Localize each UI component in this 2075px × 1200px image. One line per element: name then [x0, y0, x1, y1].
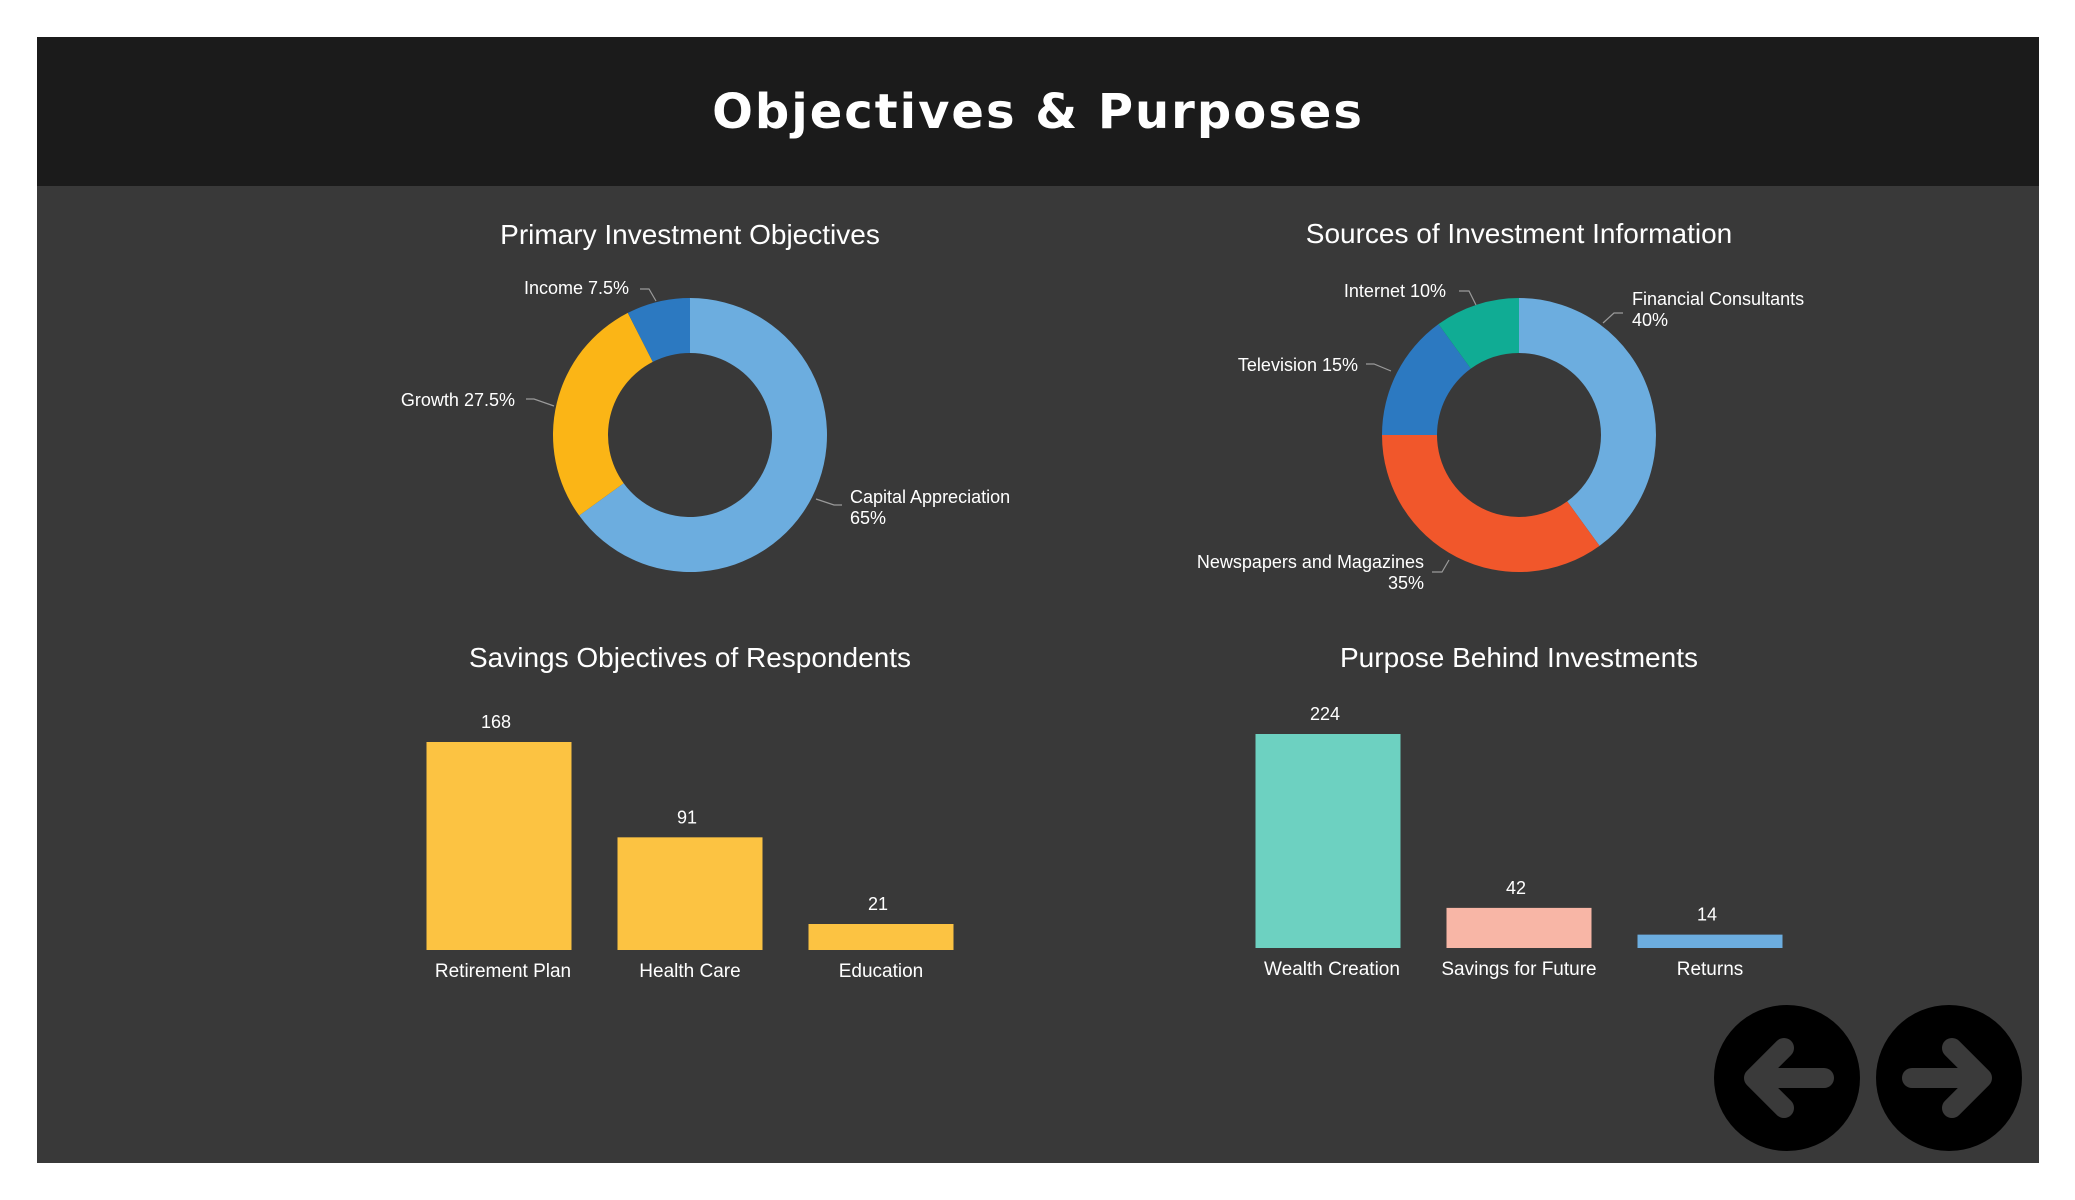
bar-value-label: 21	[868, 894, 888, 914]
slice-growth	[553, 312, 653, 516]
previous-button[interactable]	[1714, 1005, 1860, 1151]
charts-canvas: Primary Investment Objectives Capital App…	[401, 218, 1804, 982]
chart-title: Primary Investment Objectives	[500, 219, 880, 250]
slice-percent: 27.5%	[459, 390, 515, 410]
sources-of-investment-information-chart: Sources of Investment Information Financi…	[1197, 218, 1804, 593]
bar-wealth-creation	[1255, 734, 1401, 948]
slice-label: Financial Consultants	[1632, 289, 1804, 309]
slice-label: Television	[1238, 355, 1317, 375]
primary-investment-objectives-chart: Primary Investment Objectives Capital App…	[401, 219, 1010, 572]
bar-savings-for-future	[1446, 907, 1592, 948]
leader-line	[1366, 363, 1392, 372]
slice-television	[1382, 324, 1471, 435]
category-label: Education	[839, 961, 924, 982]
slice-percent: 35%	[1388, 573, 1424, 593]
chart-title: Sources of Investment Information	[1306, 218, 1732, 249]
bar-health-care	[617, 837, 763, 950]
slice-label: Growth	[401, 390, 459, 410]
bar-value-label: 91	[677, 807, 697, 827]
category-label: Returns	[1677, 959, 1744, 980]
slice-percent: 40%	[1632, 310, 1668, 330]
leader-line	[1459, 290, 1477, 306]
leader-line	[1432, 559, 1450, 573]
slide-header: Objectives & Purposes	[37, 37, 2039, 186]
bar-value-label: 168	[481, 712, 511, 732]
chart-title: Purpose Behind Investments	[1340, 642, 1698, 673]
slice-label: Internet	[1344, 281, 1405, 301]
chart-title: Savings Objectives of Respondents	[469, 642, 911, 673]
bar-value-label: 42	[1506, 878, 1526, 898]
slice-percent: 65%	[850, 508, 886, 528]
arrow-right-icon	[1902, 1038, 1992, 1118]
leader-line	[1602, 312, 1623, 324]
slice-percent: 15%	[1317, 355, 1358, 375]
savings-objectives-of-respondents-chart: Savings Objectives of Respondents 168 Reti…	[426, 642, 954, 982]
slice-label-with-percent: Growth 27.5%	[401, 390, 515, 410]
slice-label-with-percent: Internet 10%	[1344, 281, 1446, 301]
leader-line	[640, 288, 657, 302]
arrow-left-icon	[1744, 1038, 1834, 1118]
slice-label: Capital Appreciation	[850, 487, 1010, 507]
category-label: Savings for Future	[1441, 959, 1596, 980]
slice-percent: 10%	[1405, 281, 1446, 301]
category-label: Wealth Creation	[1264, 959, 1400, 980]
leader-line	[526, 398, 555, 407]
slide: Objectives & Purposes Primary Investment…	[37, 37, 2039, 1163]
slice-capital-appreciation	[579, 298, 827, 572]
slice-internet	[1438, 298, 1519, 369]
slide-title: Objectives & Purposes	[712, 83, 1364, 140]
slice-income	[627, 298, 690, 362]
bar-value-label: 224	[1310, 704, 1340, 724]
bar-returns	[1637, 934, 1783, 948]
bar-value-label: 14	[1697, 905, 1717, 925]
leader-line	[815, 498, 842, 506]
slice-financial-consultants	[1518, 298, 1656, 546]
category-label: Retirement Plan	[435, 961, 571, 982]
category-label: Health Care	[639, 961, 740, 982]
slice-percent: 7.5%	[583, 278, 629, 298]
slice-newspapers-and-magazines	[1382, 435, 1600, 573]
bar-retirement-plan	[426, 742, 572, 950]
slice-label: Newspapers and Magazines	[1197, 552, 1424, 572]
purpose-behind-investments-chart: Purpose Behind Investments 224 Wealth Crea…	[1255, 642, 1783, 980]
next-button[interactable]	[1876, 1005, 2022, 1151]
bar-education	[808, 924, 954, 950]
slice-label-with-percent: Income 7.5%	[524, 278, 629, 298]
slice-label: Income	[524, 278, 583, 298]
slice-label-with-percent: Television 15%	[1238, 355, 1358, 375]
